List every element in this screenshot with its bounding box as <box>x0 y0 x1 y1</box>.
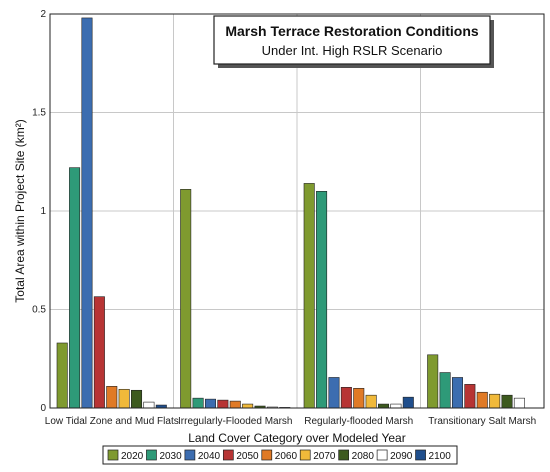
y-axis-title: Total Area within Project Site (km²) <box>13 119 27 302</box>
legend-swatch-2050 <box>222 449 234 461</box>
bar-2080 <box>501 394 513 409</box>
bar-2060 <box>229 400 241 409</box>
bar-2070 <box>365 394 377 409</box>
legend-swatch-2020 <box>107 449 119 461</box>
bar-2090 <box>390 403 402 409</box>
x-tick-label: Irregularly-Flooded Marsh <box>178 416 293 427</box>
legend-label-2080: 2080 <box>352 451 375 462</box>
x-tick-label: Low Tidal Zone and Mud Flats <box>45 416 179 427</box>
legend-label-2020: 2020 <box>121 451 144 462</box>
legend-swatch-2060 <box>261 449 273 461</box>
legend-swatch-2040 <box>184 449 196 461</box>
bar-2040 <box>204 398 216 409</box>
bars <box>56 17 525 409</box>
legend-label-2030: 2030 <box>159 451 182 462</box>
bar-2030 <box>316 191 328 409</box>
legend-swatch-2030 <box>146 449 157 461</box>
bar-2030 <box>192 397 204 409</box>
y-tick-label: 0 <box>40 403 46 414</box>
x-tick-label: Transitionary Salt Marsh <box>428 416 536 427</box>
legend-label-2050: 2050 <box>236 451 259 462</box>
chart-title: Marsh Terrace Restoration Conditions <box>225 23 479 39</box>
bar-2040 <box>328 377 340 409</box>
legend-swatch-2080 <box>338 449 350 461</box>
bar-2090 <box>513 397 525 409</box>
y-tick-label: 2 <box>40 9 46 20</box>
legend-label-2100: 2100 <box>429 451 452 462</box>
bar-2040 <box>81 17 93 409</box>
bar-2070 <box>242 403 254 409</box>
bar-2060 <box>353 387 365 409</box>
bar-2020 <box>180 189 192 409</box>
title-box: Marsh Terrace Restoration Conditions Und… <box>213 15 494 68</box>
bar-2040 <box>451 377 463 409</box>
legend-swatch-2070 <box>299 449 311 461</box>
bar-2030 <box>69 167 81 409</box>
y-tick-label: 1 <box>40 206 46 217</box>
legend-swatch-2090 <box>376 449 388 461</box>
bar-2060 <box>106 386 118 409</box>
x-axis-title: Land Cover Category over Modeled Year <box>188 431 405 445</box>
bar-2050 <box>340 387 352 409</box>
bar-2090 <box>143 401 155 409</box>
bar-2080 <box>378 403 390 409</box>
legend-label-2060: 2060 <box>275 451 298 462</box>
bar-2050 <box>93 296 105 409</box>
plot-frame <box>49 13 545 409</box>
legend-swatch-2100 <box>415 449 426 461</box>
legend-label-2090: 2090 <box>390 451 413 462</box>
bar-2070 <box>489 393 501 409</box>
y-tick-label: 1.5 <box>32 108 46 119</box>
bar-2020 <box>303 183 315 409</box>
bar-2100 <box>402 396 414 409</box>
legend-label-2070: 2070 <box>313 451 336 462</box>
bar-2030 <box>439 372 451 409</box>
legend-label-2040: 2040 <box>198 451 221 462</box>
bar-2080 <box>131 389 143 409</box>
bar-2050 <box>464 384 476 409</box>
title-box-frame <box>213 15 491 65</box>
chart-subtitle: Under Int. High RSLR Scenario <box>262 43 443 58</box>
x-tick-labels: Low Tidal Zone and Mud Flats Irregularly-… <box>45 416 536 427</box>
y-tick-label: 0.5 <box>32 305 46 316</box>
bar-2060 <box>476 391 488 409</box>
bar-2020 <box>56 342 68 409</box>
y-tick-labels: 0 0.5 1 1.5 2 <box>32 9 46 414</box>
bar-2050 <box>217 399 229 409</box>
bar-2070 <box>118 388 130 409</box>
legend: 2020 2030 2040 2050 2060 2070 2080 2090 2100 <box>102 445 458 465</box>
x-tick-label: Regularly-flooded Marsh <box>304 416 413 427</box>
bar-2020 <box>427 354 439 409</box>
